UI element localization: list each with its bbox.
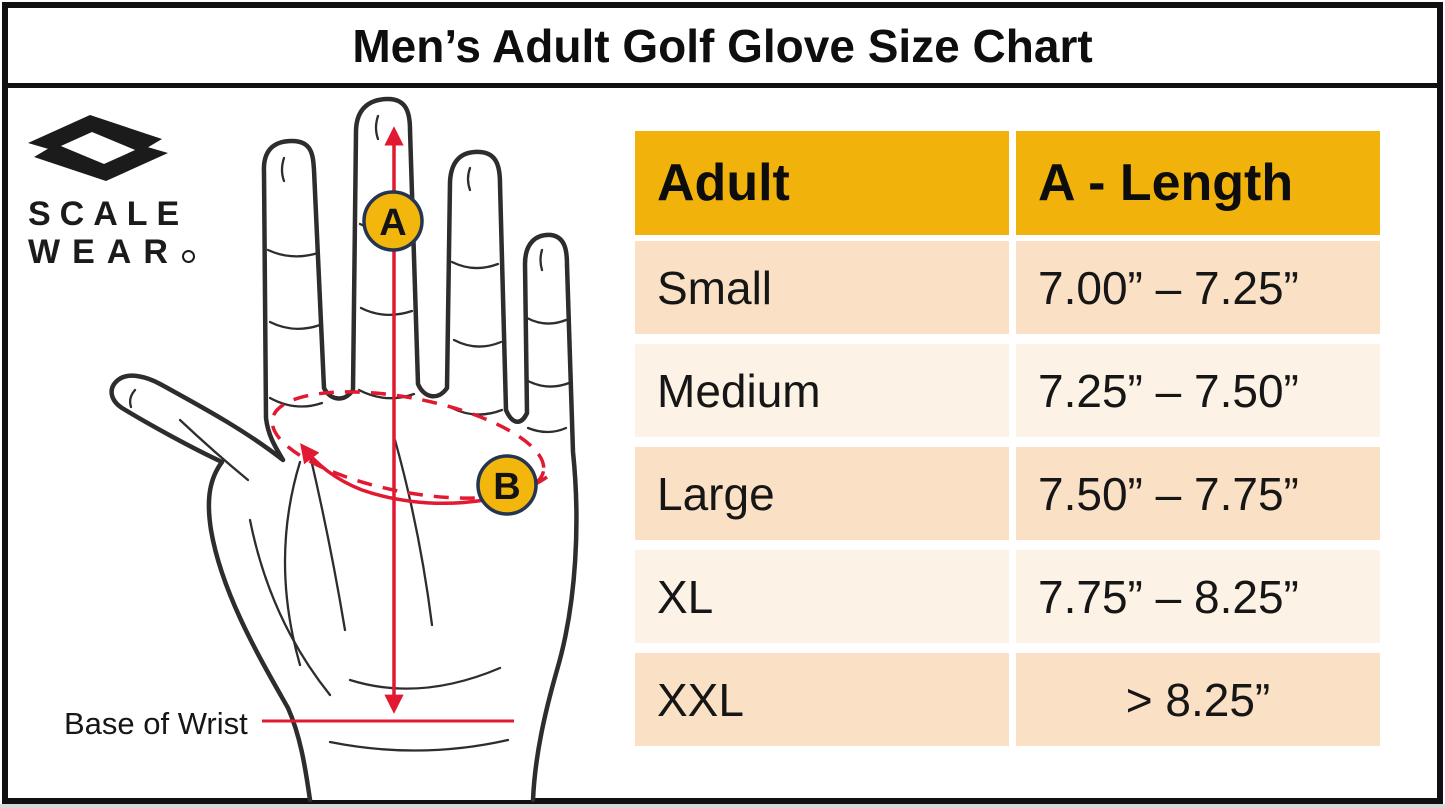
marker-b: B — [476, 454, 538, 516]
circle-b-icon — [476, 454, 538, 516]
table-row-xxl: XXL > 8.25” — [635, 653, 1380, 746]
size-cell: Medium — [635, 344, 1009, 437]
title-bar: Men’s Adult Golf Glove Size Chart — [8, 8, 1437, 88]
table-header-row: Adult A - Length — [635, 131, 1380, 235]
table-row-medium: Medium 7.25” – 7.50” — [635, 344, 1380, 437]
circumference-arrow-icon — [300, 443, 548, 506]
brand-name-line1: SCALE — [28, 195, 189, 233]
size-cell: Large — [635, 447, 1009, 540]
size-cell: XXL — [635, 653, 1009, 746]
table-row-large: Large 7.50” – 7.75” — [635, 447, 1380, 540]
circle-b-label: B — [493, 466, 520, 508]
length-cell: 7.75” – 8.25” — [1016, 550, 1380, 643]
table-row-small: Small 7.00” – 7.25” — [635, 241, 1380, 334]
length-cell: > 8.25” — [1016, 653, 1380, 746]
trademark-dot-icon — [181, 250, 195, 263]
brand-name-line2: WEAR — [28, 235, 238, 269]
length-cell: 7.25” – 7.50” — [1016, 344, 1380, 437]
marker-a: A — [362, 190, 424, 252]
base-of-wrist-label: Base of Wrist — [64, 706, 248, 741]
header-size-column: Adult — [635, 131, 1009, 235]
length-cell: 7.00” – 7.25” — [1016, 241, 1380, 334]
page-title: Men’s Adult Golf Glove Size Chart — [352, 19, 1093, 72]
scalewear-s-logo-icon — [28, 115, 168, 181]
size-cell: XL — [635, 550, 1009, 643]
header-length-column: A - Length — [1016, 131, 1380, 235]
image-bottom-edge — [0, 804, 1445, 808]
circle-a-icon — [362, 190, 424, 252]
circle-a-label: A — [379, 202, 406, 244]
brand-logo: SCALE WEAR — [28, 115, 238, 269]
palm-circumference-ellipse-icon — [270, 390, 546, 500]
table-row-xl: XL 7.75” – 8.25” — [635, 550, 1380, 643]
length-cell: 7.50” – 7.75” — [1016, 447, 1380, 540]
size-cell: Small — [635, 241, 1009, 334]
size-table: Adult A - Length Small 7.00” – 7.25” Med… — [635, 131, 1380, 756]
